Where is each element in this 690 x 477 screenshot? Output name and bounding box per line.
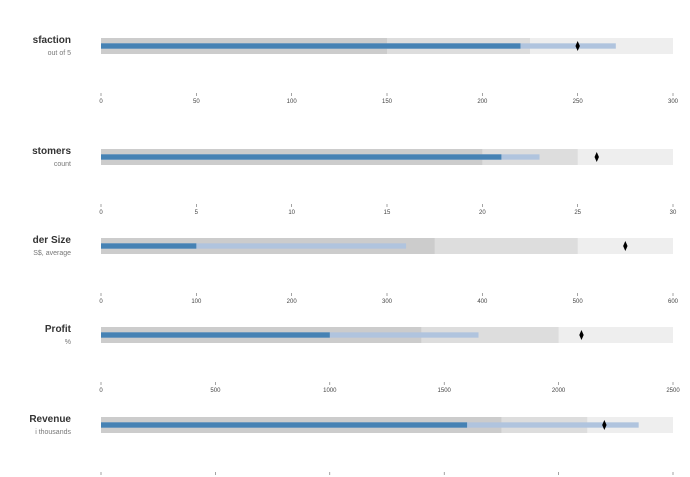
tick-label: 5 [195, 210, 199, 216]
target-marker [602, 420, 607, 430]
tick-label: 100 [191, 299, 202, 305]
bullet-title: sfaction [33, 35, 71, 46]
tick-label: 500 [210, 388, 221, 394]
bullet-title: stomers [32, 146, 71, 157]
tick-label: 0 [99, 99, 103, 105]
bullet-title: der Size [33, 235, 72, 246]
measure-actual-bar [101, 243, 197, 249]
bullet-row: sfaction out of 5 0 50 100 150 200 250 300 [33, 35, 679, 105]
tick-label: 500 [573, 299, 584, 305]
target-marker [594, 152, 599, 162]
tick-label: 150 [382, 99, 393, 105]
tick-label: 100 [287, 99, 298, 105]
tick-label: 20 [479, 210, 486, 216]
measure-actual-bar [101, 422, 468, 428]
tick-label: 250 [573, 99, 584, 105]
bullet-title: Revenue [29, 414, 71, 425]
target-marker [579, 330, 584, 340]
bullet-subtitle: out of 5 [48, 50, 71, 57]
tick-label: 15 [384, 210, 391, 216]
tick-label: 0 [99, 388, 103, 394]
tick-label: 2000 [552, 388, 566, 394]
measure-actual-bar [101, 43, 521, 49]
tick-label: 10 [288, 210, 295, 216]
measure-actual-bar [101, 154, 502, 160]
target-marker [575, 41, 580, 51]
tick-label: 0 [99, 210, 103, 216]
bullet-subtitle: % [65, 339, 71, 346]
tick-label: 1000 [323, 388, 337, 394]
bullet-title: Profit [45, 324, 72, 335]
bullet-row: stomers count 0 5 10 15 20 25 30 [32, 146, 677, 216]
tick-label: 400 [477, 299, 488, 305]
tick-label: 25 [574, 210, 581, 216]
tick-label: 2500 [666, 388, 680, 394]
bullet-row: der Size S$, average 0 100 200 300 400 500 600 [33, 235, 679, 305]
tick-label: 600 [668, 299, 679, 305]
tick-label: 200 [477, 99, 488, 105]
tick-label: 30 [670, 210, 677, 216]
tick-label: 1500 [438, 388, 452, 394]
target-marker [623, 241, 628, 251]
bullet-subtitle: count [54, 161, 71, 168]
tick-label: 0 [99, 299, 103, 305]
tick-label: 300 [382, 299, 393, 305]
measure-actual-bar [101, 332, 330, 338]
bullet-subtitle: S$, average [33, 250, 71, 257]
bullet-subtitle: i thousands [35, 429, 71, 436]
measure-projected-bar [101, 243, 407, 249]
bullet-row: Profit% 0 500 1000 1500 2000 2500 [45, 324, 680, 394]
tick-label: 200 [287, 299, 298, 305]
tick-label: 300 [668, 99, 679, 105]
tick-label: 50 [193, 99, 200, 105]
